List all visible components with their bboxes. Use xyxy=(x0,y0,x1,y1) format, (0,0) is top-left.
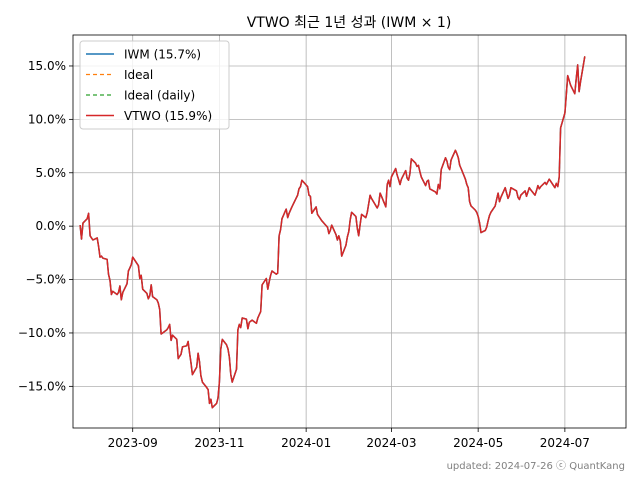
legend-label-ideal_daily: Ideal (daily) xyxy=(124,89,195,103)
x-tick-label: 2024-05 xyxy=(453,436,503,450)
x-tick-label: 2024-01 xyxy=(281,436,331,450)
legend-label-ideal: Ideal xyxy=(124,68,153,82)
y-axis: −15.0% −10.0% −5.0% 0.0% 5.0% 10.0% 15.0% xyxy=(18,59,73,393)
y-tick-label: −5.0% xyxy=(25,273,66,287)
x-tick-label: 2024-07 xyxy=(540,436,590,450)
y-tick-label: −15.0% xyxy=(18,379,66,393)
plot-frame xyxy=(72,34,627,429)
x-tick-label: 2023-09 xyxy=(108,436,158,450)
footer-note: updated: 2024-07-26 ⓒ QuantKang xyxy=(447,460,625,472)
y-tick-label: 0.0% xyxy=(36,219,67,233)
legend: IWM (15.7%) Ideal Ideal (daily) VTWO (15.9%… xyxy=(79,40,230,130)
y-tick-label: 15.0% xyxy=(28,59,66,73)
legend-label-vtwo: VTWO (15.9%) xyxy=(124,109,212,123)
chart-title: VTWO 최근 1년 성과 (IWM × 1) xyxy=(247,15,452,31)
series-line-vtwo xyxy=(79,56,586,409)
y-tick-label: −10.0% xyxy=(18,326,66,340)
x-tick-label: 2023-11 xyxy=(194,436,244,450)
x-axis: 2023-09 2023-11 2024-01 2024-03 2024-05 2024-… xyxy=(108,428,590,450)
legend-box xyxy=(79,40,230,130)
legend-label-iwm: IWM (15.7%) xyxy=(124,48,201,62)
y-tick-label: 10.0% xyxy=(28,112,66,126)
series-layer xyxy=(79,56,586,409)
y-tick-label: 5.0% xyxy=(36,166,67,180)
x-tick-label: 2024-03 xyxy=(366,436,416,450)
